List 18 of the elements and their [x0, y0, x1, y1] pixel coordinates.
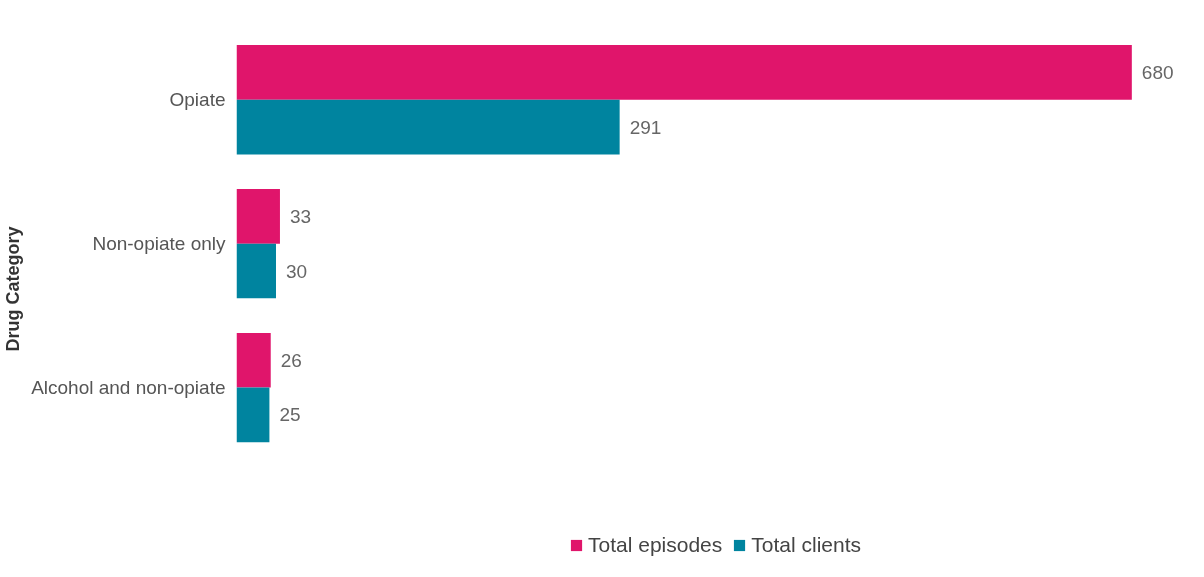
data-label: 291 [629, 116, 662, 138]
y-tick-label: Non-opiate only [92, 233, 226, 255]
y-tick-label: Opiate [169, 89, 226, 111]
bar [236, 45, 1132, 100]
bar [236, 99, 620, 155]
y-axis-title: Drug Category [3, 226, 24, 352]
data-label: 680 [1141, 61, 1174, 83]
bar [236, 332, 271, 388]
legend-label: Total clients [751, 533, 861, 557]
bar [236, 188, 280, 244]
bar [236, 387, 270, 443]
legend-label: Total episodes [588, 533, 723, 557]
y-tick-label: Alcohol and non-opiate [31, 377, 226, 399]
data-label: 26 [280, 349, 302, 371]
data-label: 30 [286, 260, 308, 282]
data-label: 33 [289, 205, 312, 227]
data-label: 25 [279, 404, 301, 426]
bar [236, 243, 276, 299]
